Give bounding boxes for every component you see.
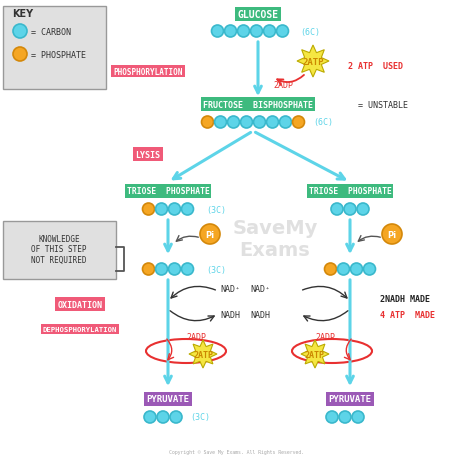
Circle shape xyxy=(280,117,292,129)
Text: (3C): (3C) xyxy=(190,413,210,421)
Text: PHOSPHORYLATION: PHOSPHORYLATION xyxy=(113,67,182,76)
Text: (6C): (6C) xyxy=(313,118,333,127)
Circle shape xyxy=(155,263,167,275)
Circle shape xyxy=(13,25,27,39)
FancyBboxPatch shape xyxy=(2,6,106,90)
Circle shape xyxy=(155,203,167,216)
Circle shape xyxy=(182,203,193,216)
Circle shape xyxy=(325,263,337,275)
Circle shape xyxy=(326,411,338,423)
Text: 2ADP: 2ADP xyxy=(273,80,293,90)
Text: 2ATP: 2ATP xyxy=(302,57,324,67)
Text: GLUCOSE: GLUCOSE xyxy=(237,10,279,20)
Text: Pi: Pi xyxy=(387,230,397,239)
Polygon shape xyxy=(189,340,217,368)
Text: = PHOSPHATE: = PHOSPHATE xyxy=(31,50,86,59)
Text: Copyright © Save My Exams. All Rights Reserved.: Copyright © Save My Exams. All Rights Re… xyxy=(169,449,305,454)
Text: TRIOSE  PHOSPHATE: TRIOSE PHOSPHATE xyxy=(127,187,210,196)
Text: (3C): (3C) xyxy=(206,205,226,214)
Text: Pi: Pi xyxy=(205,230,215,239)
Text: (3C): (3C) xyxy=(206,265,226,274)
Circle shape xyxy=(357,203,369,216)
Text: SaveMy
Exams: SaveMy Exams xyxy=(232,218,318,259)
Text: KNOWLEDGE
OF THIS STEP
NOT REQUIRED: KNOWLEDGE OF THIS STEP NOT REQUIRED xyxy=(31,235,87,264)
Text: 2ATP: 2ATP xyxy=(305,350,325,359)
Circle shape xyxy=(211,26,224,38)
Circle shape xyxy=(337,263,349,275)
Text: 2NADH MADE: 2NADH MADE xyxy=(380,295,430,304)
Circle shape xyxy=(144,411,156,423)
Text: = CARBON: = CARBON xyxy=(31,28,71,36)
Text: NAD⁺: NAD⁺ xyxy=(220,285,240,294)
Circle shape xyxy=(382,224,402,245)
Text: 2ADP: 2ADP xyxy=(186,333,206,342)
Circle shape xyxy=(254,117,265,129)
Circle shape xyxy=(13,48,27,62)
Circle shape xyxy=(339,411,351,423)
Text: TRIOSE  PHOSPHATE: TRIOSE PHOSPHATE xyxy=(309,187,392,196)
Circle shape xyxy=(264,26,275,38)
Text: PYRUVATE: PYRUVATE xyxy=(146,395,190,403)
Circle shape xyxy=(331,203,343,216)
Circle shape xyxy=(168,203,181,216)
Text: NADH: NADH xyxy=(250,311,270,320)
Circle shape xyxy=(215,117,227,129)
Circle shape xyxy=(250,26,263,38)
Text: 4 ATP  MADE: 4 ATP MADE xyxy=(380,310,435,319)
Circle shape xyxy=(240,117,253,129)
Circle shape xyxy=(143,263,155,275)
Circle shape xyxy=(225,26,237,38)
Circle shape xyxy=(276,26,289,38)
Circle shape xyxy=(350,263,363,275)
Polygon shape xyxy=(297,46,329,78)
Circle shape xyxy=(364,263,375,275)
Circle shape xyxy=(352,411,364,423)
Circle shape xyxy=(344,203,356,216)
Circle shape xyxy=(292,117,304,129)
Circle shape xyxy=(170,411,182,423)
Text: FRUCTOSE  BISPHOSPHATE: FRUCTOSE BISPHOSPHATE xyxy=(203,100,313,109)
Text: NADH: NADH xyxy=(220,311,240,320)
Circle shape xyxy=(182,263,193,275)
Text: 2ATP: 2ATP xyxy=(193,350,213,359)
Circle shape xyxy=(266,117,279,129)
Text: LYSIS: LYSIS xyxy=(136,150,161,159)
Circle shape xyxy=(157,411,169,423)
Circle shape xyxy=(237,26,249,38)
Text: OXIDATION: OXIDATION xyxy=(57,300,102,309)
Circle shape xyxy=(228,117,239,129)
Text: KEY: KEY xyxy=(12,9,33,19)
Circle shape xyxy=(200,224,220,245)
Text: NAD⁺: NAD⁺ xyxy=(250,285,270,294)
Circle shape xyxy=(168,263,181,275)
Text: = UNSTABLE: = UNSTABLE xyxy=(358,100,408,109)
Text: (6C): (6C) xyxy=(300,28,320,36)
FancyBboxPatch shape xyxy=(2,221,116,279)
Text: 2ADP: 2ADP xyxy=(315,333,335,342)
Polygon shape xyxy=(301,340,329,368)
Circle shape xyxy=(143,203,155,216)
Text: 2 ATP  USED: 2 ATP USED xyxy=(348,62,403,70)
Circle shape xyxy=(201,117,213,129)
Text: PYRUVATE: PYRUVATE xyxy=(328,395,372,403)
Text: DEPHOSPHORYLATION: DEPHOSPHORYLATION xyxy=(43,326,117,332)
